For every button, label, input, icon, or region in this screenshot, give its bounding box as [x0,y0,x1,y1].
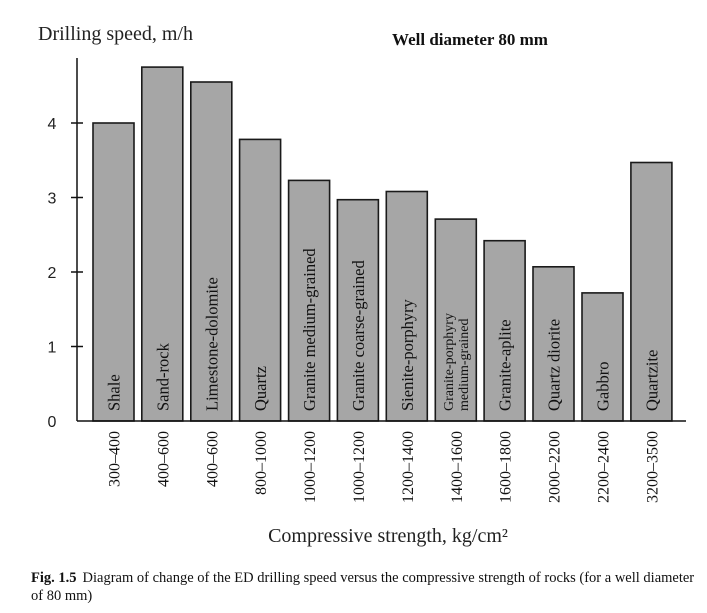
x-tick-label: 1000–1200 [302,431,319,503]
chart-title: Well diameter 80 mm [392,30,548,49]
bar-rock-label: Quartz diorite [545,319,564,411]
bar-chart: Drilling speed, m/h Well diameter 80 mm … [38,23,686,547]
bar-rock-label: Quartz [251,366,270,411]
bar-rock-label: Granite-aplite [496,319,515,411]
x-tick-label: 400–600 [204,431,221,487]
x-tick-label: 1200–1400 [400,431,417,503]
caption-text: Diagram of change of the ED drilling spe… [31,570,695,604]
bar [238,138,282,422]
bar-rock-label: Quartzite [642,350,661,411]
bar-rock-label: Gabbro [594,362,613,411]
figure-number: Fig. 1.5 [31,570,77,586]
y-axis-label: Drilling speed, m/h [38,23,193,45]
bar [141,66,184,422]
y-tick-label: 0 [48,414,57,431]
x-axis-label: Compressive strength, kg/cm² [268,525,508,547]
bar-rock-label: Sienite-porphyry [398,298,417,411]
x-tick-label: 800–1000 [253,431,270,495]
bar-rock-label: Shale [105,374,124,411]
x-axis: 300–400 400–600 400–600 800–1000 1000–1200 10… [77,420,686,503]
x-tick-label: 2200–2400 [596,431,613,503]
x-tick-label: 1600–1800 [498,431,515,503]
bar-rock-label: Granite medium-grained [300,248,319,411]
figure-caption: Fig. 1.5 Diagram of change of the ED dril… [31,569,699,605]
y-tick-label: 4 [48,116,57,133]
bar [532,265,575,422]
bar [434,218,478,422]
y-axis: 0 1 2 3 4 [48,58,83,431]
y-tick-label: 3 [48,191,57,208]
x-tick-label: 2000–2200 [547,431,564,503]
x-tick-label: 300–400 [107,431,124,487]
x-tick-label: 1400–1600 [449,431,466,503]
bar [581,292,624,422]
bar [92,122,135,422]
bar-rock-label: Granite coarse-grained [349,260,368,411]
bar [630,161,673,422]
x-tick-label: 3200–3500 [644,431,661,503]
x-tick-label: 1000–1200 [351,431,368,503]
bar-rock-label: Granite-porphyrymedium-grained [442,313,472,411]
bar [190,81,233,422]
x-tick-label: 400–600 [155,431,172,487]
bar-rock-label: Sand-rock [153,342,172,411]
y-tick-label: 2 [48,265,57,282]
bar [336,198,380,422]
y-tick-label: 1 [48,340,57,357]
bars-group: Shale Sand-rock Limestone-dolomite Quartz Gr… [92,66,673,422]
bar-rock-label: Limestone-dolomite [202,277,221,411]
